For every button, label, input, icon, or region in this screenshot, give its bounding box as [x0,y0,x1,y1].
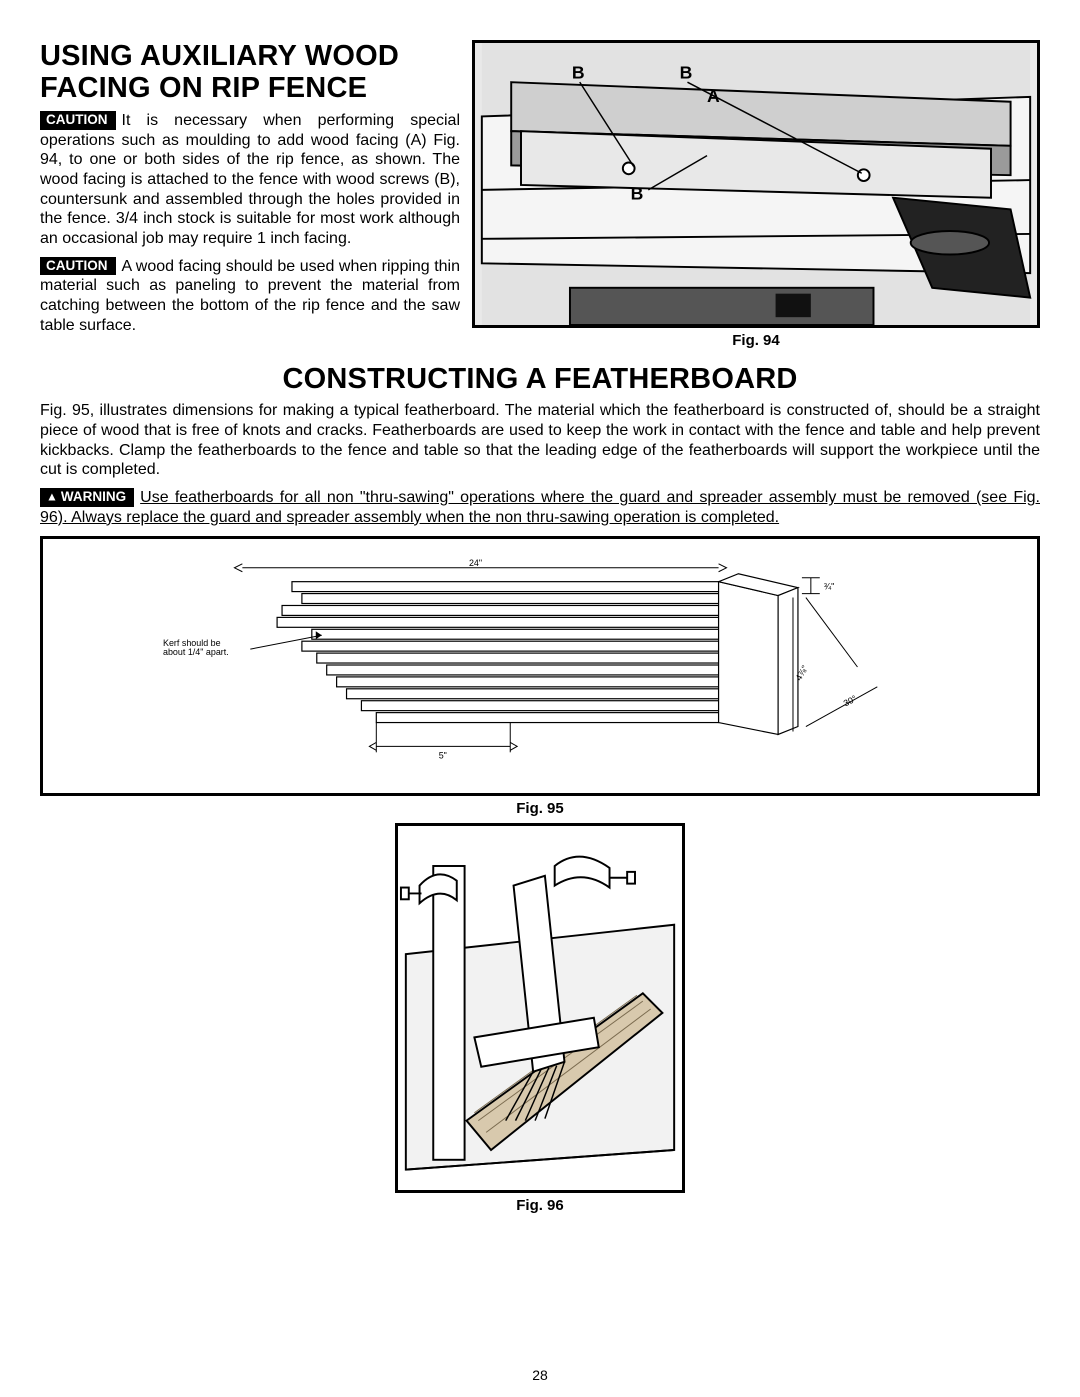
warning-badge: ▲WARNING [40,488,134,507]
manual-page: USING AUXILIARY WOOD FACING ON RIP FENCE… [0,0,1080,1397]
warning-text: Use featherboards for all non "thru-sawi… [40,489,1040,526]
caution-badge: CAUTION [40,257,116,276]
figure-94-caption: Fig. 94 [472,332,1040,349]
top-section: USING AUXILIARY WOOD FACING ON RIP FENCE… [40,40,1040,349]
right-column: B B A B Fig. 94 [472,40,1040,349]
section2-warning: ▲WARNINGUse featherboards for all non "t… [40,488,1040,527]
fig94-label-b: B [572,62,585,82]
warning-icon: ▲ [46,490,58,505]
section2-para1: Fig. 95, illustrates dimensions for maki… [40,401,1040,480]
section2-title: CONSTRUCTING A FEATHERBOARD [40,363,1040,395]
figure-96-illustration [398,826,682,1190]
para1-text: It is necessary when performing special … [40,112,460,247]
kerf-line2: about 1/4" apart. [163,647,229,657]
warning-label: WARNING [61,489,126,504]
title-line1: USING AUXILIARY WOOD [40,40,399,72]
section1-title: USING AUXILIARY WOOD FACING ON RIP FENCE [40,40,460,105]
figure-95-frame: 24" [40,536,1040,796]
section1-para1: CAUTIONIt is necessary when performing s… [40,111,460,249]
fig95-top-dim: 24" [469,557,482,567]
left-column: USING AUXILIARY WOOD FACING ON RIP FENCE… [40,40,460,349]
fig94-label-a: A [707,86,720,106]
figure-96-frame [395,823,685,1193]
caution-badge: CAUTION [40,111,116,130]
fig95-angle: 30° [842,693,859,708]
figure-95-caption: Fig. 95 [40,800,1040,817]
figure-96-wrap: Fig. 96 [395,823,685,1214]
fig94-label-b: B [631,184,644,204]
fig94-label-b: B [680,62,693,82]
title-line2: FACING ON RIP FENCE [40,72,367,104]
figure-95-illustration-wrap: 24" [163,557,917,775]
fig95-right-dim: ¾" [824,581,835,591]
fig95-bottom-dim: 5" [439,750,447,760]
figure-94-frame: B B A B [472,40,1040,328]
page-number: 28 [0,1367,1080,1383]
section1-para2: CAUTIONA wood facing should be used when… [40,257,460,336]
figure-96-caption: Fig. 96 [395,1197,685,1214]
figure-94-illustration: B B A B [475,43,1037,325]
figure-95-illustration: 24" [163,557,917,775]
